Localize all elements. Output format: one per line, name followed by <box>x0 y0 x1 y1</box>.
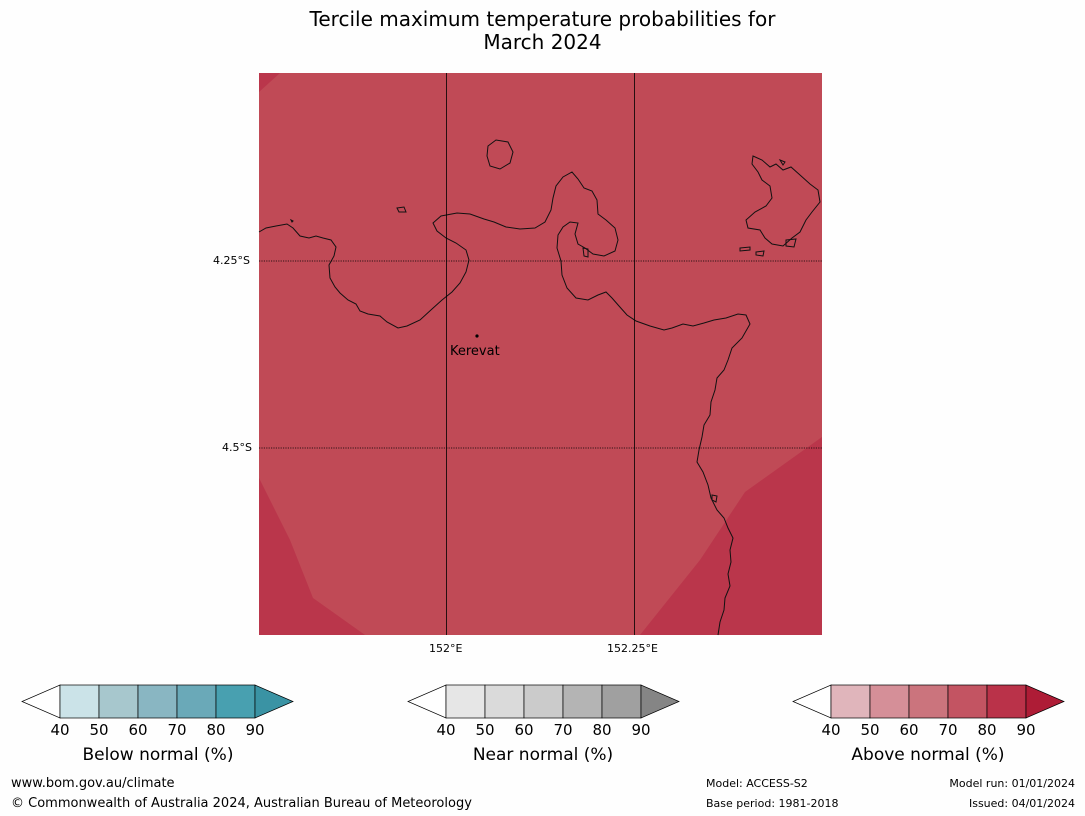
coastline-islet-8 <box>778 158 786 166</box>
kerevat-marker <box>475 334 479 338</box>
colorbar-below-extend-low <box>21 684 61 719</box>
colorbar-above-label: Above normal (%) <box>851 745 1005 765</box>
colorbar-above-tick-70: 70 <box>938 721 957 739</box>
lon-label-152e: 152°E <box>429 642 463 655</box>
coastline-islet-4 <box>785 238 797 248</box>
colorbar-near-bin-3 <box>562 684 603 719</box>
colorbar-below-tick-70: 70 <box>167 721 186 739</box>
coastline-islet-5 <box>711 494 718 503</box>
colorbar-near-tick-60: 60 <box>514 721 533 739</box>
colorbar-above-tick-90: 90 <box>1016 721 1035 739</box>
colorbar-above-bin-2 <box>908 684 949 719</box>
copyright-notice: © Commonwealth of Australia 2024, Austra… <box>11 796 472 811</box>
colorbar-below-label: Below normal (%) <box>82 745 234 765</box>
colorbar-above-tick-60: 60 <box>899 721 918 739</box>
lat-label-4-5s: 4.5°S <box>222 441 252 454</box>
title-line-2: March 2024 <box>483 30 602 54</box>
higher-probability-zone-west <box>259 478 365 635</box>
colorbar-below-bin-1 <box>98 684 139 719</box>
colorbar-above-tick-50: 50 <box>860 721 879 739</box>
colorbar-below-tick-40: 40 <box>50 721 69 739</box>
coastline-main <box>258 171 751 636</box>
lon-label-152-25e: 152.25°E <box>607 642 658 655</box>
base-period: Base period: 1981-2018 <box>706 797 839 810</box>
colorbar-below-bin-2 <box>137 684 178 719</box>
colorbar-below-tick-80: 80 <box>206 721 225 739</box>
coastline-islet-6 <box>582 247 589 258</box>
colorbar-above-extend-high <box>1025 684 1065 719</box>
coastline-islet-1 <box>396 206 407 213</box>
colorbar-near-bin-1 <box>484 684 525 719</box>
chart-title: Tercile maximum temperature probabilitie… <box>0 8 1085 54</box>
colorbar-near-bin-4 <box>601 684 642 719</box>
colorbar-near-tick-70: 70 <box>553 721 572 739</box>
colorbar-near-normal: 40 50 60 70 80 90 <box>407 684 680 739</box>
colorbar-near-tick-50: 50 <box>475 721 494 739</box>
colorbar-above-bin-1 <box>869 684 910 719</box>
graticule <box>259 73 822 635</box>
colorbar-above-tick-40: 40 <box>821 721 840 739</box>
colorbar-above-bin-4 <box>986 684 1027 719</box>
lat-label-4-25s: 4.25°S <box>213 254 250 267</box>
website-url: www.bom.gov.au/climate <box>11 776 175 791</box>
colorbar-below-tick-50: 50 <box>89 721 108 739</box>
coastline-duke-of-york <box>745 155 821 247</box>
coastline-islet-3 <box>755 250 765 257</box>
colorbar-below-bin-4 <box>215 684 256 719</box>
colorbar-below-tick-60: 60 <box>128 721 147 739</box>
coastline-islet-2 <box>739 246 751 252</box>
colorbar-below-bin-0 <box>59 684 100 719</box>
colorbar-below-extend-high <box>254 684 294 719</box>
colorbar-near-bin-0 <box>445 684 486 719</box>
coastline <box>258 139 821 636</box>
kerevat-label: Kerevat <box>450 344 500 359</box>
colorbar-above-normal: 40 50 60 70 80 90 <box>792 684 1065 739</box>
model-name: Model: ACCESS-S2 <box>706 777 808 790</box>
colorbar-below-bin-3 <box>176 684 217 719</box>
colorbar-near-tick-80: 80 <box>592 721 611 739</box>
colorbar-near-extend-low <box>407 684 447 719</box>
colorbar-above-tick-80: 80 <box>977 721 996 739</box>
colorbar-above-bin-0 <box>830 684 871 719</box>
colorbar-near-extend-high <box>640 684 680 719</box>
higher-probability-zone-east <box>640 437 822 635</box>
model-run-date: Model run: 01/01/2024 <box>949 777 1075 790</box>
colorbar-above-bin-3 <box>947 684 988 719</box>
coastline-islet-7 <box>289 218 294 223</box>
colorbar-near-label: Near normal (%) <box>472 745 614 765</box>
colorbar-below-normal: 40 50 60 70 80 90 <box>21 684 294 739</box>
higher-probability-zone-north <box>259 73 280 92</box>
colorbar-below-tick-90: 90 <box>245 721 264 739</box>
colorbar-near-tick-40: 40 <box>436 721 455 739</box>
map-panel: Kerevat <box>258 73 822 636</box>
title-line-1: Tercile maximum temperature probabilitie… <box>309 7 776 31</box>
colorbar-above-extend-low <box>792 684 832 719</box>
coastline-north-island <box>486 139 514 170</box>
colorbar-near-tick-90: 90 <box>631 721 650 739</box>
issued-date: Issued: 04/01/2024 <box>968 797 1075 810</box>
colorbar-near-bin-2 <box>523 684 564 719</box>
